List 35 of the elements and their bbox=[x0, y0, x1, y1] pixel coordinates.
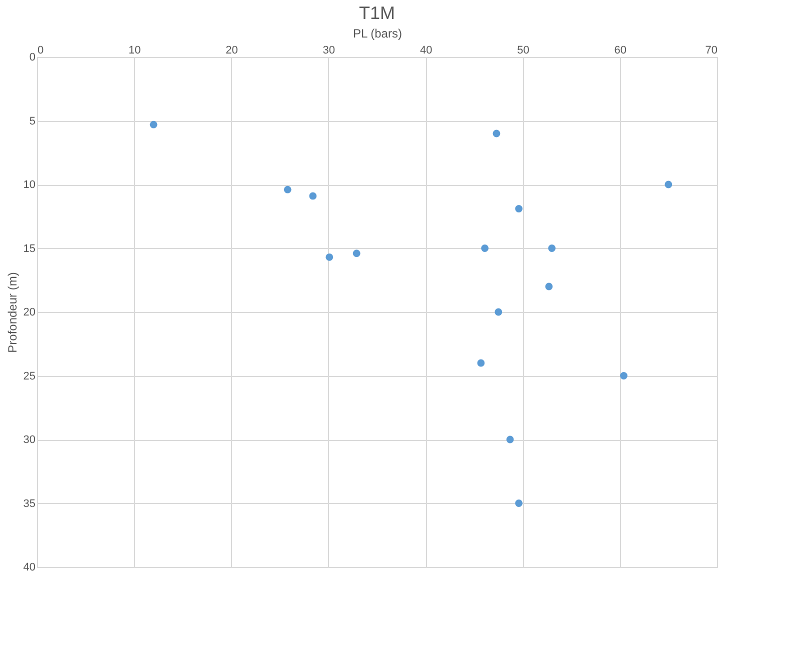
x-tick-label: 40 bbox=[420, 44, 432, 56]
y-tick-label: 30 bbox=[23, 434, 36, 446]
y-tick-label: 10 bbox=[23, 179, 36, 191]
point bbox=[620, 372, 628, 380]
y-tick-label: 20 bbox=[23, 306, 36, 318]
point bbox=[506, 436, 514, 444]
y-tick-label: 40 bbox=[23, 562, 36, 574]
point bbox=[309, 192, 317, 200]
point bbox=[515, 205, 523, 212]
y-tick-label: 15 bbox=[23, 242, 36, 255]
x-tick-label: 10 bbox=[128, 44, 141, 56]
point bbox=[548, 244, 556, 252]
point bbox=[664, 180, 672, 188]
y-tick-label: 5 bbox=[29, 115, 36, 128]
x-tick-label: 0 bbox=[38, 44, 44, 56]
point bbox=[481, 244, 489, 252]
point bbox=[515, 500, 523, 507]
point bbox=[492, 130, 500, 138]
point bbox=[352, 250, 360, 258]
x-axis-title: PL (bars) bbox=[353, 26, 402, 40]
y-axis-title: Profondeur (m) bbox=[5, 272, 20, 353]
point bbox=[284, 186, 292, 194]
x-tick-label: 60 bbox=[614, 44, 626, 56]
y-tick-label: 25 bbox=[23, 370, 36, 382]
y-tick-label: 35 bbox=[23, 498, 36, 510]
point bbox=[150, 120, 158, 128]
point bbox=[326, 253, 334, 261]
point bbox=[494, 308, 502, 316]
x-tick-label: 50 bbox=[517, 44, 530, 56]
x-tick-label: 70 bbox=[705, 44, 718, 56]
x-tick-label: 30 bbox=[322, 44, 336, 56]
x-tick-label: 20 bbox=[226, 44, 238, 56]
point bbox=[477, 359, 485, 367]
point bbox=[545, 282, 553, 290]
chart-title: T1M bbox=[359, 3, 395, 23]
